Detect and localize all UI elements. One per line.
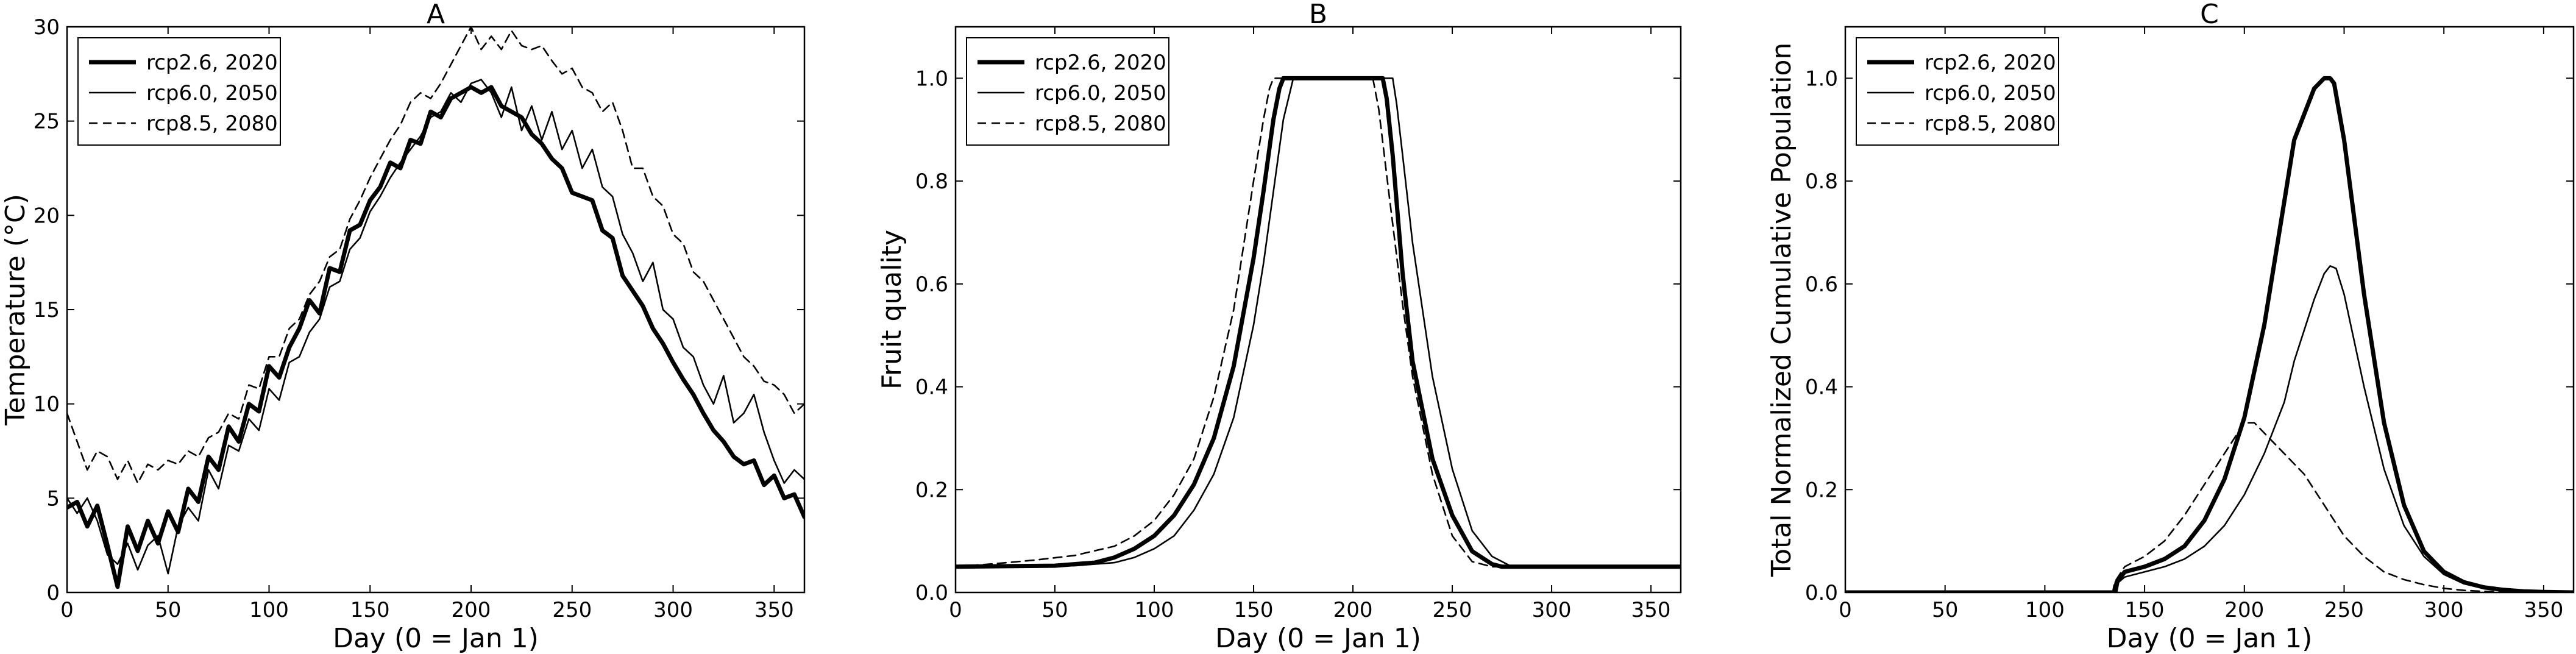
y-tick-label: 0.6 bbox=[1805, 272, 1838, 297]
legend-label: rcp2.6, 2020 bbox=[146, 51, 278, 75]
legend-box bbox=[966, 37, 1169, 146]
x-tick-label: 350 bbox=[2524, 598, 2563, 622]
y-tick-label: 10 bbox=[34, 393, 60, 417]
y-tick-label: 0.8 bbox=[915, 169, 948, 194]
panel-title: A bbox=[427, 0, 445, 30]
x-tick-label: 50 bbox=[1932, 598, 1958, 622]
chart-panel-a: 0 50 100 150 200 250 300 350 0 5 10 15 20 25 30 A Day (0… bbox=[0, 0, 806, 654]
plot-frame bbox=[954, 26, 1682, 594]
y-axis-label: Fruit quality bbox=[876, 230, 907, 389]
panel-title: B bbox=[1309, 0, 1327, 30]
chart-panel-b: 0 50 100 150 200 250 300 350 0.0 0.2 0.4 0.6 0.8 1.0 B… bbox=[876, 0, 1682, 654]
y-axis-label: Total Normalized Cumulative Population bbox=[1766, 43, 1797, 578]
y-tick-label: 25 bbox=[34, 110, 60, 134]
y-tick-label: 0 bbox=[46, 581, 60, 605]
y-tick-label: 1.0 bbox=[1805, 66, 1838, 91]
x-tick-label: 250 bbox=[552, 598, 592, 622]
legend-label: rcp6.0, 2050 bbox=[146, 81, 278, 105]
x-tick-label: 250 bbox=[2324, 598, 2364, 622]
x-tick-label: 350 bbox=[754, 598, 794, 622]
x-axis-label: Day (0 = Jan 1) bbox=[333, 623, 539, 654]
series-line-thin-solid bbox=[67, 79, 804, 575]
legend: rcp2.6, 2020 rcp6.0, 2050 rcp8.5, 2080 bbox=[1856, 37, 2059, 146]
chart-panel-c: 0 50 100 150 200 250 300 350 0.0 0.2 0.4 0.6 0.8 1.0 C… bbox=[1766, 0, 2575, 654]
x-tick-label: 300 bbox=[2424, 598, 2464, 622]
x-axis-label: Day (0 = Jan 1) bbox=[2107, 623, 2313, 654]
x-tick-label: 200 bbox=[1333, 598, 1373, 622]
y-tick-label: 0.4 bbox=[915, 375, 948, 400]
y-tick-label: 1.0 bbox=[915, 66, 948, 91]
panel-title: C bbox=[2200, 0, 2219, 30]
legend-label: rcp6.0, 2050 bbox=[1925, 81, 2056, 105]
series-line-thin-solid bbox=[956, 77, 1681, 568]
y-tick-label: 5 bbox=[46, 486, 60, 511]
x-axis-label: Day (0 = Jan 1) bbox=[1215, 623, 1421, 654]
y-tick-label: 0.2 bbox=[1805, 478, 1838, 502]
x-tick-label: 200 bbox=[452, 598, 491, 622]
x-tick-label: 0 bbox=[1839, 598, 1852, 622]
y-tick-label: 0.6 bbox=[915, 272, 948, 297]
legend-label: rcp2.6, 2020 bbox=[1035, 51, 1166, 75]
x-tick-label: 150 bbox=[2125, 598, 2165, 622]
x-tick-label: 100 bbox=[1135, 598, 1174, 622]
legend-label: rcp2.6, 2020 bbox=[1925, 51, 2056, 75]
y-tick-label: 15 bbox=[34, 298, 60, 322]
legend-label: rcp8.5, 2080 bbox=[1925, 112, 2056, 136]
x-tick-label: 100 bbox=[2025, 598, 2065, 622]
y-tick-label: 0.0 bbox=[1805, 581, 1838, 605]
plot-area bbox=[1845, 76, 2574, 592]
plot-frame bbox=[1844, 26, 2575, 594]
legend-box bbox=[1856, 37, 2059, 146]
y-tick-label: 30 bbox=[34, 15, 60, 40]
x-tick-label: 350 bbox=[1631, 598, 1671, 622]
x-tick-label: 300 bbox=[653, 598, 693, 622]
legend-label: rcp8.5, 2080 bbox=[146, 112, 278, 136]
x-tick-label: 200 bbox=[2224, 598, 2264, 622]
y-tick-label: 0.2 bbox=[915, 478, 948, 502]
series-line-dashed bbox=[67, 27, 804, 484]
legend-label: rcp8.5, 2080 bbox=[1035, 112, 1166, 136]
legend-box bbox=[77, 37, 281, 146]
legend: rcp2.6, 2020 rcp6.0, 2050 rcp8.5, 2080 bbox=[966, 37, 1169, 146]
x-tick-label: 50 bbox=[155, 598, 181, 622]
y-tick-label: 0.4 bbox=[1805, 375, 1838, 400]
x-tick-label: 150 bbox=[1234, 598, 1274, 622]
y-axis-label: Temperature (°C) bbox=[0, 194, 31, 426]
x-tick-label: 100 bbox=[249, 598, 289, 622]
y-tick-label: 0.0 bbox=[915, 581, 948, 605]
legend: rcp2.6, 2020 rcp6.0, 2050 rcp8.5, 2080 bbox=[77, 37, 281, 146]
y-tick-label: 0.8 bbox=[1805, 169, 1838, 194]
x-tick-label: 50 bbox=[1041, 598, 1068, 622]
x-tick-label: 0 bbox=[949, 598, 962, 622]
series-line-thick-solid bbox=[956, 76, 1681, 569]
x-tick-label: 150 bbox=[350, 598, 390, 622]
legend-label: rcp6.0, 2050 bbox=[1035, 81, 1166, 105]
plot-area bbox=[956, 76, 1681, 569]
y-tick-label: 20 bbox=[34, 204, 60, 228]
x-tick-label: 250 bbox=[1433, 598, 1472, 622]
plot-area bbox=[67, 27, 804, 589]
x-tick-label: 300 bbox=[1532, 598, 1572, 622]
series-line-dashed bbox=[956, 77, 1681, 568]
series-line-dashed bbox=[1845, 422, 2574, 592]
series-line-thick-solid bbox=[1845, 76, 2574, 592]
series-line-thin-solid bbox=[1845, 265, 2574, 592]
x-tick-label: 0 bbox=[60, 598, 74, 622]
